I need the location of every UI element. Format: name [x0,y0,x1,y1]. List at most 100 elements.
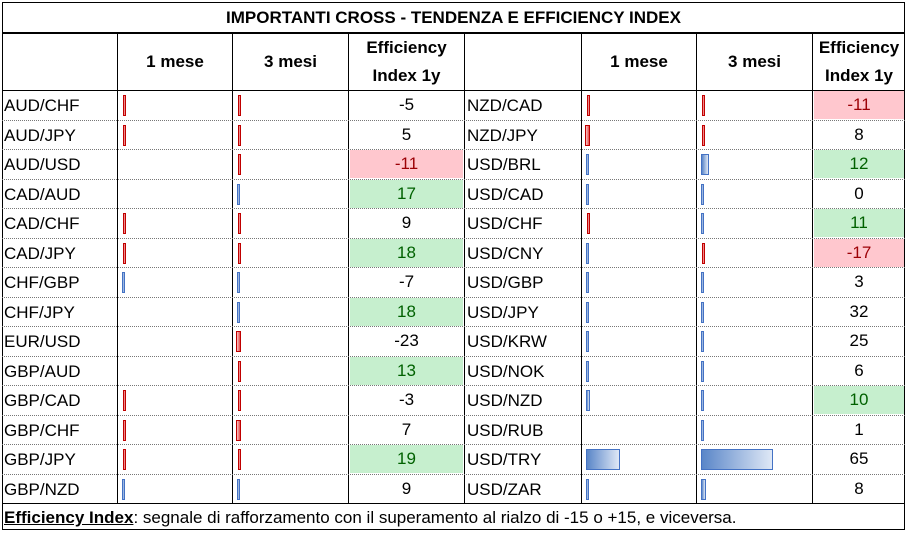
efficiency-value: 7 [401,420,412,439]
efficiency-value: 6 [854,361,864,380]
header-efficiency-line1: Efficiency [818,37,900,57]
trend-cell-m1 [582,327,695,355]
pair-label: GBP/CHF [4,421,80,440]
trend-cell-m3 [233,357,346,385]
pair-label: EUR/USD [4,332,81,351]
negative-trend-bar [238,154,241,175]
positive-trend-bar [701,302,704,323]
trend-cell-m3 [697,91,810,119]
efficiency-value: 25 [849,331,869,350]
positive-trend-bar [122,272,125,293]
negative-trend-bar [587,213,590,234]
header-efficiency-line2: Index 1y [372,65,441,85]
trend-cell-m3 [697,416,810,444]
positive-trend-bar [586,184,589,205]
pair-label: NZD/JPY [467,126,538,145]
efficiency-value: 32 [849,302,869,321]
trend-cell-m3 [233,239,346,267]
pair-label: USD/RUB [467,421,544,440]
trend-cell-m3 [697,386,810,414]
trend-cell-m3 [233,209,346,237]
pair-label: CHF/GBP [4,273,80,292]
row-divider [2,238,905,239]
positive-trend-bar [701,184,704,205]
efficiency-value: -5 [398,95,415,114]
positive-trend-bar [586,361,589,382]
trend-cell-m3 [697,209,810,237]
efficiency-value: 18 [350,239,463,267]
header-3-mesi-left: 3 mesi [264,51,317,71]
header-3-mesi-right: 3 mesi [728,51,781,71]
positive-trend-bar [701,449,773,470]
trend-cell-m3 [233,298,346,326]
column-divider [117,33,118,503]
positive-trend-bar [701,420,704,441]
positive-trend-bar [586,449,620,470]
column-divider [812,33,813,503]
negative-trend-bar [702,95,705,116]
positive-trend-bar [701,154,710,175]
row-divider [2,385,905,386]
trend-cell-m1 [582,150,695,178]
negative-trend-bar [702,243,705,264]
table-bottom-line [2,503,905,504]
pair-label: USD/CHF [467,214,543,233]
negative-trend-bar [236,331,241,352]
trend-cell-m3 [697,180,810,208]
trend-cell-m3 [697,268,810,296]
positive-trend-bar [586,154,589,175]
efficiency-value: -7 [398,272,415,291]
header-efficiency-left: Efficiency Index 1y [349,33,464,90]
trend-cell-m1 [582,386,695,414]
row-divider [2,326,905,327]
trend-cell-m1 [582,91,695,119]
trend-cell-m3 [697,475,810,503]
trend-cell-m1 [118,327,231,355]
efficiency-value: -11 [350,150,463,178]
header-1-mese-left: 1 mese [146,51,204,71]
trend-cell-m1 [582,416,695,444]
footer-note: Efficiency Index: segnale di rafforzamen… [4,505,736,530]
row-divider [2,120,905,121]
column-divider [348,33,349,503]
negative-trend-bar [123,95,126,116]
header-top-line [2,33,905,34]
efficiency-value: -3 [398,390,415,409]
trend-cell-m1 [118,91,231,119]
trend-cell-m1 [582,357,695,385]
row-divider [2,415,905,416]
efficiency-value: 19 [350,445,463,473]
trend-cell-m3 [697,445,810,473]
trend-cell-m3 [233,268,346,296]
positive-trend-bar [586,302,589,323]
footer-label: Efficiency Index [4,508,134,527]
negative-trend-bar [238,390,241,411]
row-divider [2,208,905,209]
trend-cell-m1 [118,357,231,385]
negative-trend-bar [123,243,126,264]
footer-text: : segnale di rafforzamento con il supera… [133,508,737,527]
trend-cell-m3 [233,180,346,208]
negative-trend-bar [238,243,241,264]
header-bottom-line [2,90,905,91]
trend-cell-m1 [118,386,231,414]
row-divider [2,297,905,298]
efficiency-value: -23 [394,331,419,350]
row-divider [2,179,905,180]
efficiency-value: 8 [854,479,864,498]
header-efficiency-line2: Index 1y [824,65,894,85]
trend-cell-m3 [233,150,346,178]
pair-label: GBP/JPY [4,450,76,469]
negative-trend-bar [236,420,241,441]
efficiency-value: -17 [814,239,904,267]
column-divider [581,33,582,503]
positive-trend-bar [237,272,240,293]
efficiency-value: 12 [814,150,904,178]
positive-trend-bar [237,479,240,500]
trend-cell-m3 [697,298,810,326]
pair-label: AUD/JPY [4,126,76,145]
trend-cell-m1 [582,209,695,237]
efficiency-value: 9 [401,213,412,232]
positive-trend-bar [701,213,704,234]
trend-cell-m3 [697,327,810,355]
